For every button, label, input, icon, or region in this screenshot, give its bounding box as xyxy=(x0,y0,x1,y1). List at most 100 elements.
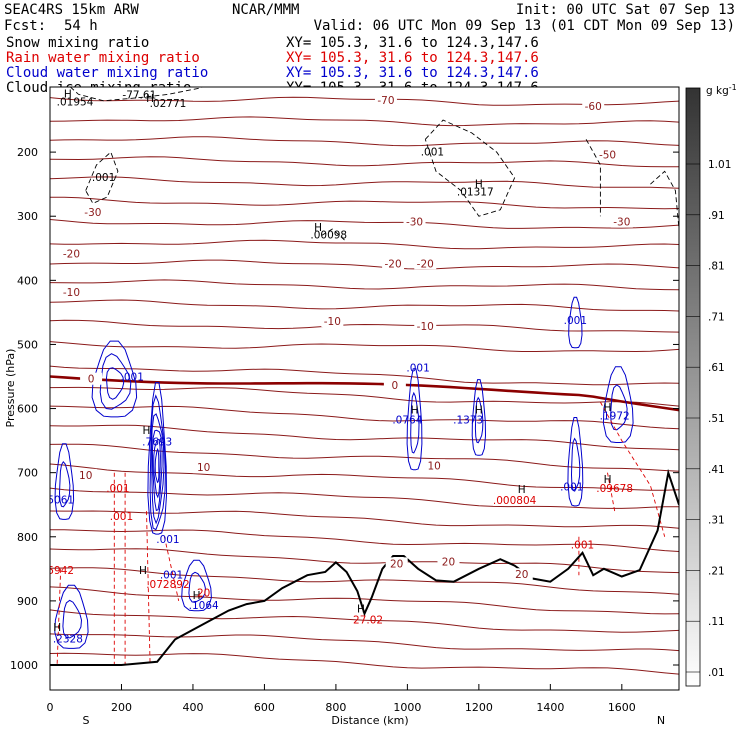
temperature-label: -30 xyxy=(613,217,630,229)
legend-snow: Snow mixing ratio xyxy=(6,35,149,51)
y-tick-label: 1000 xyxy=(10,659,38,672)
extrema-label: .1064 xyxy=(189,600,219,612)
x-tick-label: 600 xyxy=(254,701,275,714)
rain-contour xyxy=(146,511,151,666)
colorbar-tick-label: .41 xyxy=(708,464,725,476)
temperature-label-bg xyxy=(80,372,103,385)
extrema-label: .09678 xyxy=(596,483,633,495)
colorbar: g kg-1 1.01 .91 .81 .71 .61 .51 .41 .31 .21 .11 .0… xyxy=(685,83,737,687)
temperature-label: 10 xyxy=(428,460,441,472)
colorbar-tick-label: .01 xyxy=(708,667,725,679)
temperature-contour xyxy=(50,196,679,210)
colorbar-tick-label: 1.01 xyxy=(708,159,731,171)
high-marker: H xyxy=(314,222,322,234)
extrema-label: .7693 xyxy=(142,437,172,449)
temperature-label-bg xyxy=(192,461,215,474)
y-tick-label: 800 xyxy=(17,531,38,544)
legend-xy-cloud-water: XY= 105.3, 31.6 to 124.3,147.6 xyxy=(286,65,539,81)
temperature-contour xyxy=(50,319,679,333)
temperature-contour xyxy=(50,586,679,615)
temperature-label: 0 xyxy=(392,380,399,392)
y-axis-label: Pressure (hPa) xyxy=(4,349,17,428)
colorbar-tick-label: .91 xyxy=(708,210,725,222)
snow-contour xyxy=(650,170,679,230)
fcst-value: 54 h xyxy=(64,18,98,34)
y-tick-label: 400 xyxy=(17,274,38,287)
temperature-label: 10 xyxy=(79,470,92,482)
snow-contour xyxy=(85,151,119,204)
extrema-label: .001 xyxy=(110,511,133,523)
extrema-label: .001 xyxy=(406,362,429,374)
colorbar-tick-label: .11 xyxy=(708,616,725,628)
temperature-label: -50 xyxy=(599,149,616,161)
cloud-water-contour xyxy=(54,443,75,520)
temperature-label-bg xyxy=(423,459,446,472)
cloud-water-contours xyxy=(54,296,634,649)
x-tick-label: 1600 xyxy=(608,701,636,714)
cloud-water-contour xyxy=(149,394,167,531)
high-marker: H xyxy=(518,484,526,496)
temperature-label: -70 xyxy=(377,95,394,107)
temperature-label: -10 xyxy=(63,287,80,299)
left-endpoint-label: S xyxy=(83,714,90,727)
temperature-label-bg xyxy=(582,100,605,113)
x-tick-label: 1000 xyxy=(393,701,421,714)
colorbar-ticks: 1.01 .91 .81 .71 .61 .51 .41 .31 .21 .11 .01 xyxy=(686,159,731,679)
x-tick-label: 0 xyxy=(47,701,54,714)
temperature-contour xyxy=(50,529,679,552)
extrema-label: .001 xyxy=(571,539,594,551)
legend-xy-snow: XY= 105.3, 31.6 to 124.3,147.6 xyxy=(286,35,539,51)
temperature-label-bg xyxy=(321,315,344,328)
temperature-label-bg xyxy=(403,215,426,228)
rain-contour xyxy=(163,536,180,601)
temperature-contours xyxy=(50,96,679,675)
colorbar-unit: g kg-1 xyxy=(706,83,737,97)
high-marker: H xyxy=(357,603,365,615)
y-tick-label: 900 xyxy=(17,595,38,608)
temperature-label: 20 xyxy=(442,556,455,568)
temperature-label-bg xyxy=(414,320,437,333)
temperature-contour xyxy=(50,116,679,127)
temperature-label-bg xyxy=(510,568,533,581)
colorbar-tick-label: .21 xyxy=(708,565,725,577)
x-tick-label: 400 xyxy=(182,701,203,714)
temperature-label-bg xyxy=(385,557,408,570)
cloud-water-contour xyxy=(151,429,163,512)
temperature-label: 10 xyxy=(197,462,210,474)
cloud-water-contour xyxy=(147,382,168,535)
extrema-label: .001 xyxy=(160,569,183,581)
temperature-label: 20 xyxy=(390,558,403,570)
legend-rain: Rain water mixing ratio xyxy=(6,50,200,66)
cloud-water-contour xyxy=(567,417,584,507)
snow-contour xyxy=(69,87,204,102)
cloud-water-contour xyxy=(62,599,83,639)
temperature-contour xyxy=(50,96,679,106)
high-marker: H xyxy=(53,622,61,634)
temperature-contour xyxy=(50,365,679,386)
high-marker: H xyxy=(139,565,147,577)
cloud-water-contour xyxy=(570,437,581,492)
y-tick-label: 200 xyxy=(17,146,38,159)
temperature-label: -60 xyxy=(585,101,602,113)
cloud-water-contour xyxy=(610,384,628,431)
x-tick-label: 200 xyxy=(111,701,132,714)
plot-area: -70 -60 -50 -30 -30 -30 -20 -20 -20 -10 -10 -10 0 0 10… xyxy=(47,87,679,690)
temperature-label: -30 xyxy=(84,207,101,219)
extrema-label: 5061 xyxy=(47,494,74,506)
temperature-label-bg xyxy=(610,215,633,228)
temperature-label: -20 xyxy=(385,258,402,270)
extrema-label: .001 xyxy=(560,482,583,494)
temperature-contour xyxy=(50,239,679,250)
temperature-contour xyxy=(50,156,679,168)
legend-xy-rain: XY= 105.3, 31.6 to 124.3,147.6 xyxy=(286,50,539,66)
cloud-ice-band xyxy=(578,229,609,383)
temperature-label-bg xyxy=(596,148,619,161)
extrema-label: .02771 xyxy=(150,98,187,110)
high-marker: H xyxy=(143,425,151,437)
model-title: SEAC4RS 15km ARW xyxy=(4,2,139,18)
high-marker: H xyxy=(64,89,72,101)
temperature-contour xyxy=(50,219,679,229)
cloud-ice-column xyxy=(665,216,679,345)
temperature-label: -10 xyxy=(324,316,341,328)
